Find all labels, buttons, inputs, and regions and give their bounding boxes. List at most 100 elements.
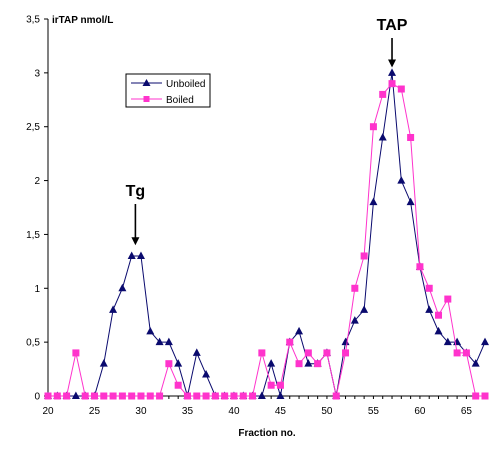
data-point bbox=[249, 392, 257, 400]
series-unboiled bbox=[44, 68, 489, 399]
data-point bbox=[127, 251, 136, 259]
data-point bbox=[221, 392, 229, 400]
data-point bbox=[71, 391, 80, 399]
data-point bbox=[276, 381, 284, 389]
annotation-tg-arrowhead bbox=[131, 237, 140, 246]
data-point bbox=[155, 337, 164, 346]
data-point bbox=[323, 349, 331, 357]
data-point bbox=[239, 392, 247, 400]
data-point bbox=[183, 392, 191, 400]
y-axis-ticks: 0 0,5 1 1,5 2 2,5 3 3,5 bbox=[26, 15, 48, 403]
x-axis-title: Fraction no. bbox=[238, 428, 295, 439]
y-tick-label: 1 bbox=[34, 284, 40, 295]
data-point bbox=[109, 392, 117, 400]
data-point bbox=[202, 369, 211, 378]
data-point bbox=[425, 284, 433, 292]
data-point bbox=[342, 349, 350, 357]
data-point bbox=[360, 252, 368, 260]
data-point bbox=[164, 337, 173, 346]
y-tick-label: 3 bbox=[34, 68, 40, 79]
data-point bbox=[146, 326, 155, 335]
x-tick-label: 35 bbox=[182, 406, 194, 417]
data-point bbox=[100, 392, 108, 400]
data-point bbox=[378, 132, 387, 141]
annotation-tg-label: Tg bbox=[126, 183, 146, 200]
data-point bbox=[304, 349, 312, 357]
data-point bbox=[137, 392, 145, 400]
data-point bbox=[295, 326, 304, 335]
series-boiled bbox=[44, 80, 489, 400]
data-point bbox=[481, 392, 489, 400]
data-point bbox=[379, 90, 387, 98]
series-line bbox=[48, 72, 486, 397]
y-tick-label: 0,5 bbox=[26, 338, 40, 349]
data-point bbox=[388, 80, 396, 88]
data-point bbox=[267, 381, 275, 389]
data-point bbox=[230, 392, 238, 400]
data-point bbox=[276, 391, 285, 399]
data-point bbox=[109, 305, 118, 313]
series-line bbox=[48, 82, 485, 397]
data-point bbox=[425, 305, 434, 313]
data-point bbox=[397, 85, 405, 93]
data-point bbox=[118, 392, 126, 400]
data-point bbox=[44, 392, 52, 400]
y-tick-label: 3,5 bbox=[26, 15, 40, 26]
y-tick-label: 2,5 bbox=[26, 122, 40, 133]
data-point bbox=[202, 392, 210, 400]
data-point bbox=[443, 337, 452, 346]
data-point bbox=[128, 392, 136, 400]
x-tick-label: 50 bbox=[321, 406, 333, 417]
data-point bbox=[192, 348, 201, 356]
data-point bbox=[435, 311, 443, 319]
x-tick-label: 25 bbox=[89, 406, 101, 417]
x-tick-label: 20 bbox=[42, 406, 54, 417]
data-point bbox=[416, 263, 424, 271]
data-point bbox=[351, 284, 359, 292]
data-point bbox=[444, 295, 452, 303]
data-point bbox=[258, 349, 266, 357]
x-tick-label: 55 bbox=[368, 406, 380, 417]
data-point bbox=[53, 392, 61, 400]
series-layer bbox=[44, 68, 489, 400]
y-tick-label: 2 bbox=[34, 176, 40, 187]
data-point bbox=[434, 326, 443, 335]
data-point bbox=[388, 68, 397, 76]
data-point bbox=[369, 197, 378, 206]
legend-box bbox=[125, 73, 211, 108]
data-point bbox=[211, 392, 219, 400]
data-point bbox=[332, 392, 340, 400]
data-point bbox=[471, 359, 480, 367]
data-point bbox=[118, 283, 127, 292]
data-point bbox=[341, 337, 350, 346]
y-tick-label: 1,5 bbox=[26, 230, 40, 241]
data-point bbox=[369, 123, 377, 131]
data-point bbox=[72, 349, 80, 357]
x-tick-label: 30 bbox=[135, 406, 147, 417]
data-point bbox=[360, 305, 369, 313]
data-point bbox=[81, 392, 89, 400]
y-tick-label: 0 bbox=[34, 392, 40, 403]
data-point bbox=[257, 391, 266, 399]
legend-label-unboiled: Unboiled bbox=[166, 79, 205, 90]
x-tick-label: 60 bbox=[414, 406, 426, 417]
data-point bbox=[174, 381, 182, 389]
data-point bbox=[165, 360, 173, 368]
data-point bbox=[156, 392, 164, 400]
legend-marker-unboiled bbox=[142, 79, 151, 86]
x-tick-label: 45 bbox=[275, 406, 287, 417]
data-point bbox=[406, 197, 415, 206]
y-axis-title: irTAP nmol/L bbox=[52, 15, 113, 26]
data-point bbox=[90, 392, 98, 400]
legend-label-boiled: Boiled bbox=[166, 95, 194, 106]
data-point bbox=[146, 392, 154, 400]
annotation-tap-arrowhead bbox=[388, 59, 397, 68]
legend: Unboiled Boiled bbox=[125, 73, 211, 108]
data-point bbox=[453, 349, 461, 357]
data-point bbox=[481, 337, 489, 346]
data-point bbox=[63, 392, 71, 400]
data-point bbox=[136, 251, 145, 259]
data-point bbox=[193, 392, 201, 400]
data-point bbox=[350, 316, 359, 324]
